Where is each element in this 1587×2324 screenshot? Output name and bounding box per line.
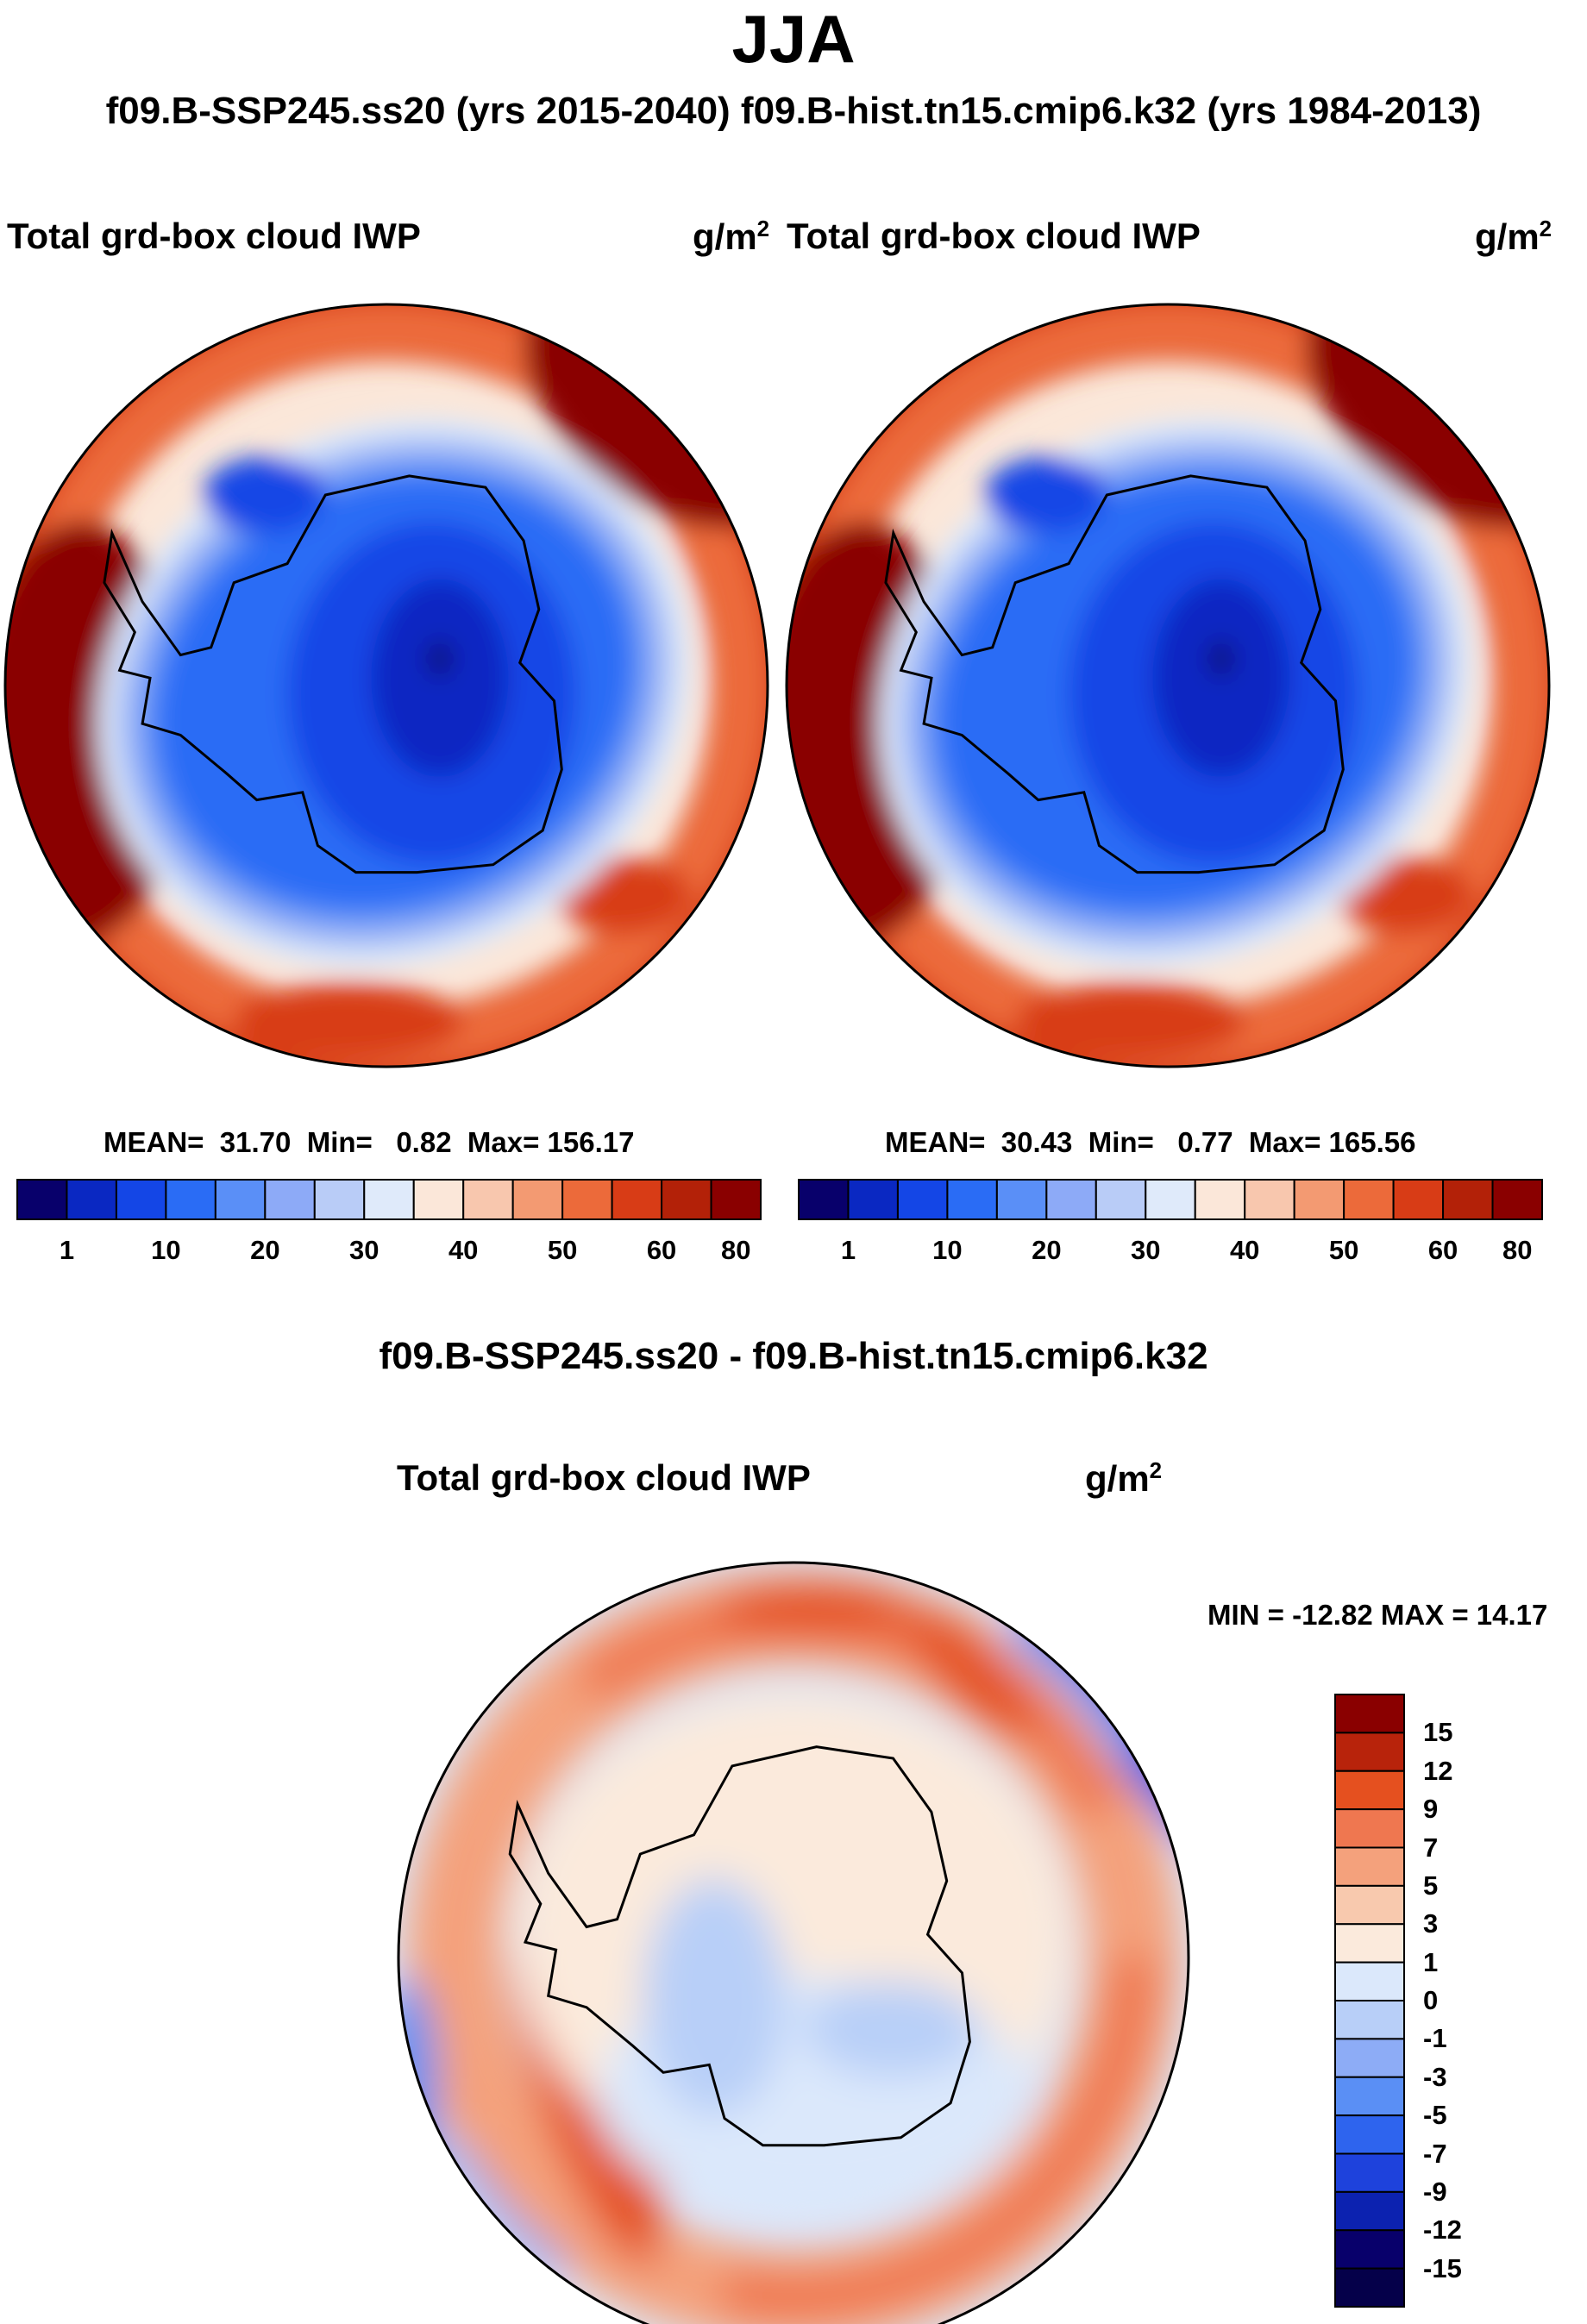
colorbar3-swatch (1334, 2267, 1405, 2308)
colorbar3-swatch (1334, 1884, 1405, 1926)
colorbar1-swatch (462, 1179, 514, 1220)
colorbar-tick-label: 0 (1423, 1985, 1439, 2015)
colorbar1-swatch (561, 1179, 613, 1220)
colorbar2-swatch (1392, 1179, 1445, 1220)
colorbar1-swatch (66, 1179, 117, 1220)
polar-map-difference (398, 1563, 1189, 2324)
panel3-units: g/m2 (1085, 1457, 1163, 1499)
map-boundary (3, 303, 769, 1068)
colorbar1-swatch (661, 1179, 712, 1220)
colorbar2-swatch (946, 1179, 998, 1220)
colorbar-tick-label: 80 (721, 1235, 751, 1265)
colorbar-tick-label: -12 (1423, 2214, 1462, 2246)
polar-map-abs (787, 304, 1549, 1067)
colorbar2-swatch (1343, 1179, 1395, 1220)
colorbar-tick-label: 7 (1423, 1832, 1439, 1863)
colorbar1-swatch (165, 1179, 216, 1220)
map-boundary (397, 1561, 1190, 2324)
colorbar2-swatch (896, 1179, 949, 1220)
figure-subtitle: f09.B-SSP245.ss20 (yrs 2015-2040) f09.B-… (105, 90, 1482, 132)
colorbar1-swatch (412, 1179, 465, 1220)
panel1-label: Total grd-box cloud IWP (7, 216, 421, 256)
colorbar3-swatch (1334, 2038, 1405, 2078)
colorbar1-swatch (611, 1179, 663, 1220)
colorbar3-swatch (1334, 1846, 1405, 1887)
colorbar2-swatch (1244, 1179, 1295, 1220)
colorbar-tick-label: 60 (1427, 1235, 1458, 1265)
colorbar2-swatch (1442, 1179, 1494, 1220)
colorbar3-swatch (1334, 2229, 1405, 2270)
colorbar3-swatch (1334, 1808, 1405, 1849)
colorbar3-swatch (1334, 1923, 1405, 1964)
colorbar3-swatch (1334, 2190, 1405, 2232)
colorbar1-swatch (16, 1179, 68, 1220)
colorbar2-swatch (1095, 1179, 1147, 1220)
colorbar-tick-label: -15 (1423, 2252, 1462, 2283)
colorbar1-swatch (214, 1179, 267, 1220)
colorbar-tick-label: 9 (1423, 1794, 1439, 1825)
colorbar1-swatch (511, 1179, 564, 1220)
colorbar3-swatch (1334, 1961, 1405, 2001)
colorbar1-swatch (115, 1179, 167, 1220)
colorbar-tick-label: -5 (1423, 2100, 1447, 2131)
panel1-units: g/m2 (693, 216, 770, 257)
polar-map-abs (5, 304, 768, 1067)
colorbar-tick-label: 10 (151, 1235, 181, 1265)
colorbar-tick-label: 20 (1032, 1235, 1062, 1265)
colorbar-tick-label: 80 (1502, 1235, 1533, 1265)
colorbar3-swatch (1334, 2076, 1405, 2117)
colorbar3-swatch (1334, 2114, 1405, 2155)
colorbar1-swatch (264, 1179, 316, 1220)
colorbar-tick-label: -3 (1423, 2061, 1447, 2092)
colorbar2-swatch (1293, 1179, 1346, 1220)
colorbar2-swatch (798, 1179, 850, 1220)
colorbar-tick-label: 40 (448, 1235, 479, 1265)
colorbar-tick-label: 30 (349, 1235, 380, 1265)
colorbar-tick-label: 3 (1423, 1908, 1439, 1939)
colorbar3-swatch (1334, 2000, 1405, 2040)
colorbar-tick-label: 60 (646, 1235, 677, 1265)
colorbar-tick-label: 1 (840, 1235, 856, 1265)
colorbar3-swatch (1334, 1694, 1405, 1734)
colorbar-tick-label: -7 (1423, 2138, 1447, 2169)
colorbar-tick-label: 1 (59, 1235, 75, 1265)
colorbar1-swatch (363, 1179, 415, 1220)
panel1-stats: MEAN= 31.70 Min= 0.82 Max= 156.17 (104, 1126, 635, 1158)
colorbar3-swatch (1334, 2152, 1405, 2193)
colorbar-tick-label: 5 (1423, 1870, 1439, 1901)
colorbar2-swatch (1491, 1179, 1543, 1220)
colorbar-tick-label: 30 (1131, 1235, 1161, 1265)
colorbar2-swatch (847, 1179, 899, 1220)
colorbar2-swatch (1045, 1179, 1097, 1220)
colorbar1-swatch (313, 1179, 366, 1220)
colorbar-tick-label: 1 (1423, 1946, 1439, 1977)
difference-minmax: MIN = -12.82 MAX = 14.17 (1208, 1599, 1548, 1631)
colorbar-tick-label: -9 (1423, 2176, 1447, 2207)
panel2-label: Total grd-box cloud IWP (787, 216, 1201, 256)
colorbar-tick-label: 10 (932, 1235, 963, 1265)
colorbar-tick-label: 20 (250, 1235, 280, 1265)
panel3-label: Total grd-box cloud IWP (397, 1457, 811, 1498)
colorbar3-swatch (1334, 1770, 1405, 1811)
colorbar2-swatch (1145, 1179, 1196, 1220)
colorbar-tick-label: 50 (547, 1235, 578, 1265)
colorbar-tick-label: 50 (1328, 1235, 1359, 1265)
figure-title: JJA (731, 1, 856, 77)
colorbar2-swatch (1194, 1179, 1246, 1220)
colorbar1-swatch (710, 1179, 762, 1220)
colorbar2-swatch (995, 1179, 1048, 1220)
colorbar-tick-label: -1 (1423, 2023, 1447, 2054)
colorbar-tick-label: 12 (1423, 1755, 1453, 1786)
panel2-units: g/m2 (1475, 216, 1552, 257)
colorbar-tick-label: 15 (1423, 1717, 1453, 1748)
difference-title: f09.B-SSP245.ss20 - f09.B-hist.tn15.cmip… (379, 1335, 1208, 1377)
map-boundary (785, 303, 1551, 1068)
colorbar3-swatch (1334, 1732, 1405, 1772)
panel2-stats: MEAN= 30.43 Min= 0.77 Max= 165.56 (885, 1126, 1416, 1158)
colorbar-tick-label: 40 (1229, 1235, 1260, 1265)
